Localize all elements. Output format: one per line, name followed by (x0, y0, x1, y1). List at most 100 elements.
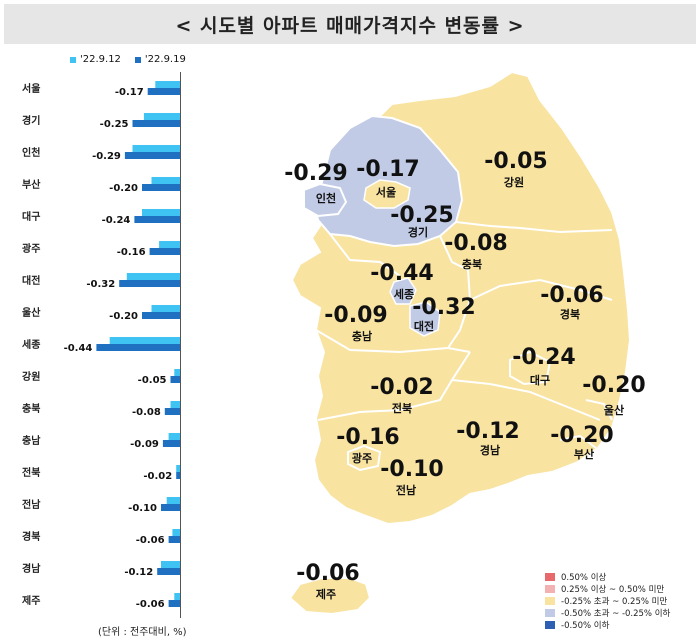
korea-map (288, 70, 632, 616)
bar-curr (164, 408, 180, 415)
bar-value-label: -0.02 (143, 471, 172, 482)
unit-note: (단위 : 전주대비, %) (98, 627, 187, 638)
bar-curr (162, 440, 180, 447)
legend-item-prev: '22.9.12 (70, 54, 121, 65)
bar-prev (166, 497, 180, 504)
bar-curr (157, 568, 180, 575)
legend-item-curr: '22.9.19 (134, 54, 186, 65)
map-legend-swatch (545, 573, 555, 581)
category-label: 울산 (22, 306, 41, 319)
map-value-label: -0.29 (284, 161, 347, 186)
category-label: 강원 (22, 370, 40, 383)
bar-prev (142, 209, 180, 216)
category-label: 충북 (22, 402, 40, 415)
category-label: 부산 (22, 178, 41, 191)
bar-prev (174, 369, 180, 376)
category-label: 세종 (22, 338, 40, 351)
map-region-label: 대전 (414, 319, 434, 333)
bar-prev (155, 81, 180, 88)
category-label: 제주 (22, 594, 40, 607)
bar-curr (132, 120, 180, 127)
bar-value-label: -0.08 (132, 407, 161, 418)
boundary-jeonbuk (315, 329, 449, 354)
bar-prev (159, 241, 180, 248)
bar-curr (142, 184, 180, 191)
map-jeju (288, 577, 372, 616)
boundary-gangwon (455, 221, 613, 234)
map-legend-label: -0.25% 초과 ~ 0.25% 미만 (561, 597, 668, 607)
bar-curr (168, 536, 180, 543)
category-label: 광주 (22, 243, 40, 255)
map-value-label: -0.10 (380, 457, 443, 482)
category-label: 경남 (22, 562, 41, 575)
bar-value-label: -0.09 (130, 439, 159, 450)
map-region-label: 부산 (574, 447, 594, 461)
bar-value-label: -0.44 (64, 343, 93, 354)
bar-value-label: -0.24 (102, 215, 131, 226)
bar-curr (119, 280, 180, 287)
bar-curr (168, 600, 180, 607)
bar-prev (151, 305, 180, 312)
map-value-label: -0.05 (484, 149, 547, 174)
map-legend-item: 0.50% 이상 (545, 571, 670, 583)
map-region-label: 강원 (504, 175, 524, 189)
legend-label-prev: '22.9.12 (80, 54, 121, 65)
map-region-label: 전남 (396, 483, 416, 497)
boundary-gyeongnam (451, 379, 601, 421)
category-label: 인천 (22, 146, 40, 159)
map-region-label: 충남 (352, 329, 372, 343)
bar-prev (132, 145, 180, 152)
bar-prev (172, 529, 180, 536)
map-region-label: 경기 (408, 225, 428, 239)
map-value-label: -0.12 (456, 419, 519, 444)
map-region-label: 대구 (530, 373, 550, 387)
category-label: 서울 (22, 82, 40, 95)
bar-chart: 서울 -0.17 경기 -0.25 인천 -0.29 부산 -0.20 대구 -0.24 광주 -0.… (22, 72, 181, 618)
category-label: 전남 (22, 498, 41, 511)
bar-value-label: -0.05 (138, 375, 167, 386)
map-legend: 0.50% 이상 0.25% 이상 ~ 0.50% 미만 -0.25% 초과 ~ 0… (545, 571, 670, 631)
bar-curr (96, 344, 180, 351)
bar-prev (161, 561, 180, 568)
map-legend-item: -0.25% 초과 ~ 0.25% 미만 (545, 595, 670, 607)
boundary-ulsan (585, 399, 613, 421)
map-value-label: -0.32 (412, 295, 475, 320)
boundary-busan (559, 434, 597, 449)
map-legend-item: 0.25% 이상 ~ 0.50% 미만 (545, 583, 670, 595)
bar-curr (134, 216, 180, 223)
bar-value-label: -0.20 (109, 311, 138, 322)
bar-prev (170, 401, 180, 408)
map-region-label: 경북 (560, 307, 580, 321)
map-value-label: -0.24 (512, 345, 575, 370)
map-legend-label: -0.50% 초과 ~ -0.25% 이하 (561, 609, 671, 619)
bar-prev (109, 337, 180, 344)
bar-prev (174, 593, 180, 600)
map-value-label: -0.08 (444, 231, 507, 256)
bar-prev (176, 465, 180, 472)
bar-prev (126, 273, 180, 280)
boundary-daegu (509, 350, 552, 386)
map-boundaries (315, 221, 613, 472)
map-legend-swatch (545, 609, 555, 617)
bar-value-label: -0.06 (136, 599, 165, 610)
bar-prev (168, 433, 180, 440)
map-region-label: 광주 (352, 452, 372, 465)
map-region-label: 울산 (604, 403, 624, 417)
map-legend-swatch (545, 621, 555, 629)
bar-curr (124, 152, 180, 159)
map-legend-swatch (545, 597, 555, 605)
bar-value-label: -0.32 (86, 279, 115, 290)
map-value-label: -0.16 (336, 425, 399, 450)
map-region-label: 인천 (316, 191, 336, 205)
bar-curr (142, 312, 180, 319)
bar-value-label: -0.06 (136, 535, 165, 546)
bar-prev (151, 177, 180, 184)
bar-prev (143, 113, 180, 120)
map-seoul (363, 179, 411, 209)
map-legend-label: 0.25% 이상 ~ 0.50% 미만 (561, 585, 665, 595)
category-label: 충남 (22, 434, 41, 447)
map-region-label: 세종 (394, 287, 414, 301)
map-sejong (389, 277, 417, 305)
